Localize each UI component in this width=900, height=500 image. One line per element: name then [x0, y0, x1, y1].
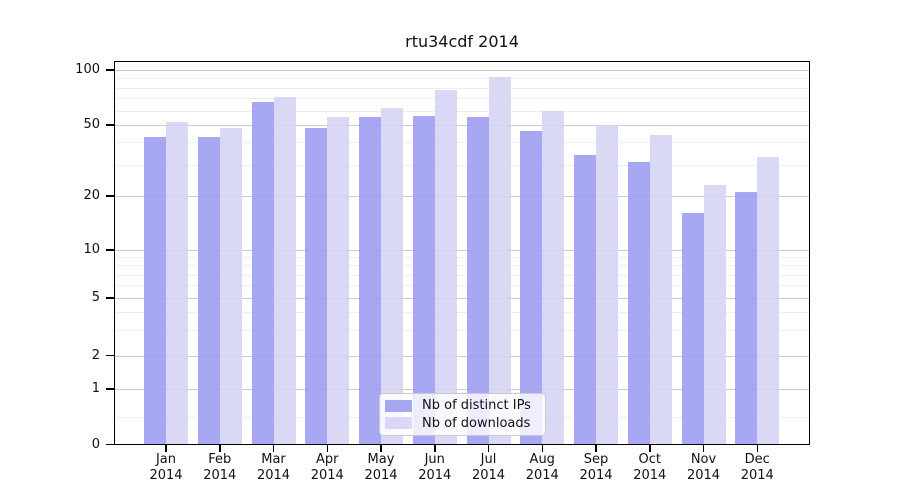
gridline-major	[115, 70, 809, 71]
y-tick-label: 10	[83, 242, 100, 257]
gridline-minor	[115, 142, 809, 144]
bar-distinct-ips	[197, 136, 220, 445]
y-tick-label: 50	[83, 117, 100, 132]
gridline-minor	[115, 285, 809, 287]
legend-item-distinct-ips: Nb of distinct IPs	[385, 398, 545, 413]
gridline-minor	[115, 78, 809, 80]
legend-item-downloads: Nb of downloads	[385, 416, 545, 431]
gridline-major	[115, 250, 809, 251]
y-tick-mark	[106, 388, 114, 390]
x-tick-mark	[595, 445, 597, 452]
bar-downloads	[542, 110, 565, 445]
legend-label-distinct-ips: Nb of distinct IPs	[422, 398, 531, 414]
bar-downloads	[596, 125, 618, 445]
bar-downloads	[488, 76, 511, 445]
x-tick-mark	[702, 445, 705, 452]
bar-downloads	[166, 121, 188, 445]
x-tick-label: Mar 2014	[256, 452, 291, 483]
y-tick-label: 20	[83, 188, 100, 203]
bar-downloads	[381, 107, 403, 445]
bar-downloads	[757, 157, 780, 445]
x-tick-mark	[756, 445, 758, 452]
gridline-major	[115, 389, 809, 390]
legend: Nb of distinct IPs Nb of downloads	[379, 393, 546, 436]
y-tick-mark	[106, 69, 114, 71]
x-tick-label: Nov 2014	[686, 452, 721, 483]
x-tick-mark	[541, 445, 543, 452]
gridline-major	[115, 298, 809, 299]
x-tick-mark	[326, 445, 328, 452]
bar-downloads	[703, 185, 726, 445]
bar-distinct-ips	[359, 117, 381, 445]
gridline-major	[115, 355, 809, 357]
bar-distinct-ips	[627, 162, 650, 445]
y-tick-mark	[106, 249, 114, 251]
bar-downloads	[649, 134, 672, 445]
bar-downloads	[219, 128, 242, 445]
legend-label-downloads: Nb of downloads	[422, 415, 531, 431]
x-tick-label: May 2014	[364, 452, 398, 483]
gridline-minor	[115, 164, 809, 166]
gridline-minor	[115, 330, 809, 332]
y-tick-label: 0	[91, 436, 100, 452]
gridline-minor	[115, 110, 809, 112]
x-tick-label: Jul 2014	[471, 452, 506, 483]
x-tick-label: Jan 2014	[149, 452, 183, 483]
legend-swatch-downloads	[385, 417, 412, 430]
gridline-minor	[115, 312, 809, 313]
bar-distinct-ips	[681, 213, 704, 445]
plot-area	[114, 61, 810, 445]
x-tick-mark	[487, 445, 490, 452]
bar-downloads	[327, 117, 350, 445]
x-tick-mark	[165, 445, 167, 452]
chart-title: rtu34cdf 2014	[405, 32, 519, 51]
x-tick-mark	[649, 445, 651, 452]
x-tick-label: Apr 2014	[310, 452, 344, 483]
y-tick-label: 2	[91, 347, 100, 363]
gridline-minor	[115, 274, 809, 276]
y-tick-label: 100	[75, 62, 100, 77]
bar-distinct-ips	[412, 116, 435, 445]
gridline-major	[115, 196, 809, 197]
y-tick-mark	[106, 297, 114, 299]
bar-distinct-ips	[251, 101, 274, 445]
x-tick-mark	[219, 445, 221, 452]
gridline-major	[115, 125, 809, 126]
bar-distinct-ips	[520, 131, 543, 445]
y-tick-mark	[106, 195, 114, 197]
bar-downloads	[273, 97, 296, 445]
bar-downloads	[434, 89, 457, 445]
gridline-minor	[115, 257, 809, 259]
bar-distinct-ips	[735, 192, 758, 445]
bar-distinct-ips	[574, 154, 596, 445]
x-tick-mark	[380, 445, 382, 452]
x-tick-mark	[434, 445, 436, 452]
bar-distinct-ips	[144, 136, 166, 445]
bar-distinct-ips	[466, 117, 489, 445]
legend-swatch-distinct-ips	[385, 399, 412, 412]
y-tick-label: 1	[91, 381, 100, 396]
x-tick-label: Aug 2014	[525, 452, 559, 483]
y-tick-mark	[106, 354, 114, 357]
gridline-minor	[115, 265, 809, 267]
bar-distinct-ips	[305, 128, 328, 445]
y-tick-mark	[106, 443, 114, 446]
y-tick-label: 5	[91, 290, 100, 305]
y-tick-mark	[106, 124, 114, 126]
x-tick-label: Jun 2014	[418, 452, 452, 483]
gridline-minor	[115, 98, 809, 100]
x-tick-label: Sep 2014	[579, 452, 613, 483]
x-tick-label: Dec 2014	[740, 452, 774, 483]
x-tick-label: Oct 2014	[633, 452, 667, 483]
gridline-minor	[115, 87, 809, 89]
x-tick-label: Feb 2014	[203, 452, 237, 483]
x-tick-mark	[272, 445, 275, 452]
